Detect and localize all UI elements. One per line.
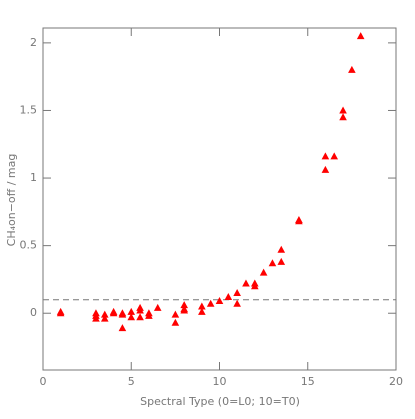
point [153,303,162,311]
point [321,152,330,160]
y-tick-label: 1 [30,171,37,184]
point [277,245,286,253]
point [171,318,180,326]
y-tick-label: 0 [30,306,37,319]
point [100,310,109,318]
point [268,259,277,267]
point [251,279,259,287]
point [339,113,347,121]
point [56,307,65,315]
point [180,301,188,309]
point [136,313,144,321]
point [109,309,118,317]
point [215,297,224,305]
point [136,306,144,314]
x-tick-label: 20 [389,375,403,388]
point [277,257,286,265]
x-tick-label: 0 [40,375,47,388]
y-axis-label: CH₄on−off / mag [5,154,18,247]
point [180,305,188,313]
point [118,324,127,332]
point [198,302,206,310]
x-axis-label: Spectral Type (0=L0; 10=T0) [140,395,300,408]
point [330,152,339,160]
point [348,65,356,73]
x-tick-label: 15 [301,375,315,388]
point [127,307,136,315]
x-tick-label: 10 [213,375,227,388]
point [100,314,109,322]
x-tick-label: 5 [128,375,135,388]
y-tick-label: 1.5 [20,103,38,116]
point [233,288,241,296]
point [259,268,268,276]
point [242,279,250,287]
point [171,310,180,318]
point [118,309,127,317]
point [206,299,215,307]
point [233,299,241,307]
point [198,307,206,315]
point [321,165,330,173]
point [356,32,365,40]
point [127,313,136,321]
point [339,106,347,114]
point [145,311,153,319]
y-tick-label: 2 [30,36,37,49]
point [224,293,233,301]
y-tick-label: 0.5 [20,239,38,252]
point [92,311,100,319]
point [295,215,303,223]
